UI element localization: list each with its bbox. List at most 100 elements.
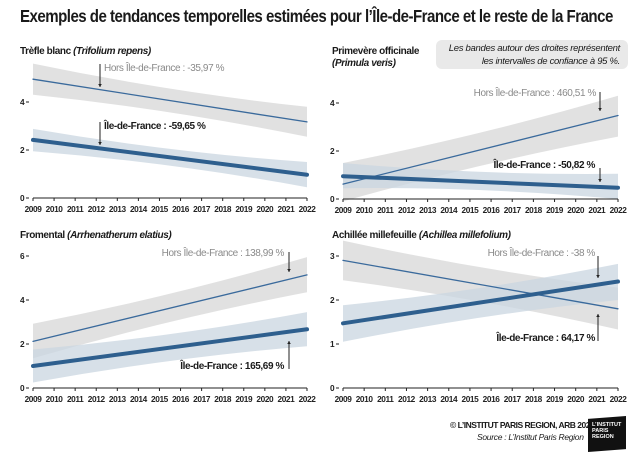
series-label-idf: Île-de-France : -50,82 %	[492, 158, 595, 171]
y-tick-label: 2	[20, 339, 25, 349]
x-tick-label: 2021	[277, 204, 295, 214]
x-tick-label: 2014	[130, 204, 148, 214]
logo-line: L’INSTITUT	[592, 422, 622, 428]
x-tick-label: 2022	[610, 205, 628, 215]
species-latin: Primula veris	[334, 58, 393, 69]
x-tick-label: 2017	[193, 394, 211, 404]
source: Source : L’Institut Paris Region	[477, 432, 584, 442]
x-tick-label: 2018	[214, 394, 232, 404]
x-tick-label: 2019	[546, 394, 564, 404]
species-name: Achillée millefeuille	[332, 230, 417, 241]
x-tick-label: 2020	[256, 204, 274, 214]
species-latin: Achillea millefolium	[421, 230, 508, 241]
x-tick-label: 2011	[377, 394, 394, 404]
x-tick-label: 2021	[588, 205, 606, 215]
trend-line-idf	[341, 174, 620, 190]
x-tick-label: 2022	[610, 394, 628, 404]
x-tick-label: 2011	[67, 394, 84, 404]
x-tick-label: 2015	[461, 205, 479, 215]
x-tick-label: 2012	[88, 394, 106, 404]
series-label-hors-idf: Hors Île-de-France : 460,51 %	[474, 86, 597, 99]
y-tick-label: 2	[330, 295, 335, 305]
series-label-hors-idf: Hors Île-de-France : 138,99 %	[162, 246, 285, 259]
x-tick-label: 2019	[235, 394, 253, 404]
x-tick-label: 2022	[299, 394, 317, 404]
x-tick-label: 2009	[25, 204, 43, 214]
arrowhead-icon	[98, 142, 102, 145]
x-tick-label: 2018	[214, 204, 232, 214]
y-tick-label: 6	[20, 251, 25, 261]
x-tick-label: 2020	[567, 394, 585, 404]
series-label-idf: Île-de-France : 165,69 %	[179, 359, 284, 372]
y-tick-label: 0	[330, 194, 335, 204]
x-tick-label: 2020	[567, 205, 585, 215]
logo-line: REGION	[592, 434, 614, 440]
confidence-note: Les bandes autour des droites représente…	[436, 40, 628, 69]
x-tick-label: 2018	[525, 394, 543, 404]
x-tick-label: 2010	[46, 394, 64, 404]
series-label-idf: Île-de-France : 64,17 %	[495, 331, 595, 344]
x-tick-label: 2017	[504, 394, 522, 404]
trend-line-hors-idf	[342, 259, 619, 310]
x-tick-label: 2016	[483, 205, 501, 215]
x-tick-label: 2016	[172, 204, 190, 214]
y-tick-label: 2	[20, 145, 25, 155]
panel-title-fromental: Fromental (Arrhenatherum elatius)	[20, 230, 172, 241]
series-label-hors-idf: Hors Île-de-France : -35,97 %	[104, 61, 225, 74]
trend-line-hors-idf	[32, 274, 308, 343]
series-label-idf: Île-de-France : -59,65 %	[103, 119, 206, 132]
y-tick-label: 4	[330, 98, 335, 108]
panel-title-trefle: Trèfle blanc (Trifolium repens)	[20, 46, 151, 57]
x-tick-label: 2010	[356, 205, 374, 215]
x-tick-label: 2014	[130, 394, 148, 404]
x-tick-label: 2018	[525, 205, 543, 215]
x-tick-label: 2017	[193, 204, 211, 214]
x-tick-label: 2017	[504, 205, 522, 215]
arrowhead-icon	[596, 314, 600, 317]
arrowhead-icon	[596, 275, 600, 278]
logo-line: PARIS	[592, 428, 609, 434]
x-tick-label: 2012	[398, 394, 416, 404]
species-latin: Trifolium repens	[76, 46, 148, 57]
series-label-hors-idf: Hors Île-de-France : -38 %	[488, 246, 596, 259]
x-tick-label: 2011	[67, 204, 84, 214]
y-tick-label: 4	[20, 295, 25, 305]
x-tick-label: 2019	[235, 204, 253, 214]
y-tick-label: 2	[330, 146, 335, 156]
y-tick-label: 3	[330, 251, 335, 261]
species-name: Trèfle blanc	[20, 46, 71, 57]
species-name: Fromental	[20, 230, 65, 241]
x-tick-label: 2013	[419, 394, 437, 404]
panel-title-primevere: Primevère officinale (Primula veris)	[332, 46, 420, 69]
x-tick-label: 2012	[88, 204, 106, 214]
x-tick-label: 2015	[151, 394, 169, 404]
x-tick-label: 2014	[440, 205, 458, 215]
x-tick-label: 2013	[109, 394, 127, 404]
x-tick-label: 2015	[461, 394, 479, 404]
x-tick-label: 2022	[299, 204, 317, 214]
trend-line-idf	[31, 327, 309, 368]
x-tick-label: 2009	[335, 394, 353, 404]
note-line-2: les intervalles de confiance à 95 %.	[481, 56, 620, 67]
x-tick-label: 2009	[25, 394, 43, 404]
x-tick-label: 2010	[356, 394, 374, 404]
institut-logo: L’INSTITUT PARIS REGION	[588, 416, 626, 452]
trend-line-idf	[341, 279, 620, 326]
x-tick-label: 2010	[46, 204, 64, 214]
note-line-1: Les bandes autour des droites représente…	[448, 43, 621, 54]
x-tick-label: 2016	[172, 394, 190, 404]
arrowhead-icon	[98, 84, 102, 87]
x-tick-label: 2015	[151, 204, 169, 214]
arrowhead-icon	[287, 341, 291, 344]
x-tick-label: 2019	[546, 205, 564, 215]
x-tick-label: 2021	[588, 394, 606, 404]
species-name: Primevère officinale	[332, 46, 420, 57]
main-title: Exemples de tendances temporelles estimé…	[20, 6, 613, 26]
x-tick-label: 2016	[483, 394, 501, 404]
x-tick-label: 2020	[256, 394, 274, 404]
trend-line-idf	[31, 137, 309, 177]
x-tick-label: 2014	[440, 394, 458, 404]
x-tick-label: 2021	[277, 394, 295, 404]
y-tick-label: 1	[330, 339, 335, 349]
